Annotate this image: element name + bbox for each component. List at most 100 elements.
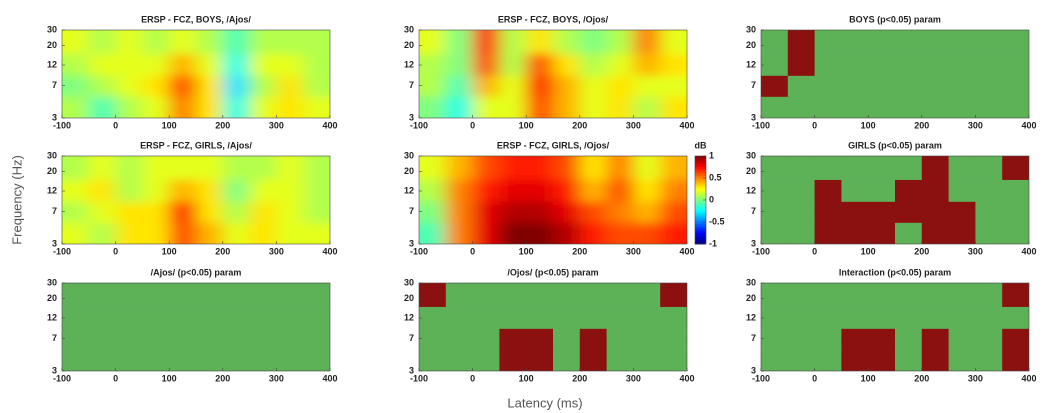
y-tick-label: 3 [409,365,414,375]
heatmap-cell [526,222,554,244]
heatmap-cell [606,349,634,371]
panel-title: BOYS (p<0.05) param [849,14,941,24]
heatmap-cell [660,306,687,329]
heatmap-cell [895,75,923,97]
x-tick-label: 0 [812,120,817,130]
colorbar-slice [695,162,706,166]
x-tick-label: 400 [1021,120,1036,130]
colorbar-slice [695,204,706,208]
y-tick-label: 12 [404,59,414,69]
heatmap-cell [579,328,608,350]
heatmap-cell [88,306,117,329]
heatmap-cell [761,306,789,329]
x-tick-label: 300 [626,246,641,256]
heatmap-cell [921,96,950,118]
cells [62,30,330,118]
heatmap-cell [553,328,581,350]
heatmap-cell [633,75,661,97]
heatmap-cell [88,96,117,118]
y-tick-label: 20 [746,40,756,50]
colorbar-tick-label: -1 [709,238,717,248]
x-tick-label: 0 [470,246,475,256]
colorbar-slice [695,202,706,205]
heatmap-cell [222,156,251,180]
x-tick-label: 300 [269,246,284,256]
heatmap-cell [553,75,581,97]
heatmap-cell [62,75,90,97]
x-tick-label: 400 [322,373,337,383]
y-tick-label: 20 [47,293,57,303]
heatmap-cell [579,306,608,329]
heatmap-cell [868,179,896,202]
heatmap-cell [196,179,224,202]
heatmap-cell [633,222,661,244]
heatmap-cell [787,222,816,244]
heatmap-cell [62,283,90,307]
heatmap-cell [841,306,869,329]
heatmap-cell [633,156,661,180]
heatmap-cell [142,306,170,329]
x-tick-label: -100 [53,373,71,383]
heatmap-cell [660,30,687,54]
heatmap-cell [553,349,581,371]
y-tick-label: 7 [751,333,756,343]
heatmap-cell [276,53,304,76]
heatmap-cell [948,179,976,202]
y-tick-label: 12 [746,185,756,195]
colorbar-slice [695,233,706,236]
heatmap-cell [222,306,251,329]
heatmap-cell [196,96,224,118]
y-tick-label: 3 [52,238,57,248]
heatmap-cell [814,53,842,76]
panel-title: Interaction (p<0.05) param [839,267,951,277]
x-tick-label: 200 [215,246,230,256]
heatmap-cell [169,349,197,371]
heatmap-cell [761,222,789,244]
heatmap-cell [419,96,447,118]
heatmap-cell [445,201,474,223]
heatmap-cell [579,283,608,307]
colorbar-slice [695,200,706,203]
heatmap-cell [814,179,842,202]
colorbar-slice [695,235,706,238]
heatmap-cell [472,349,500,371]
x-tick-label: 0 [812,373,817,383]
heatmap-cell [660,75,687,97]
heatmap-cell [841,96,869,118]
y-tick-label: 7 [751,80,756,90]
panel-title: ERSP - FCZ, BOYS, /Ojos/ [498,14,609,24]
heatmap-cell [88,201,117,223]
heatmap-cell [419,349,447,371]
heatmap-cell [169,30,197,54]
heatmap-cell [787,53,816,76]
heatmap-cell [472,328,500,350]
heatmap-cell [895,201,923,223]
heatmap-cell [249,30,277,54]
heatmap-cell [841,156,869,180]
heatmap-cell [526,283,554,307]
x-tick-label: 300 [968,373,983,383]
y-tick-label: 7 [52,333,57,343]
heatmap-cell [814,75,842,97]
heatmap-cell [472,306,500,329]
x-tick-label: 0 [113,246,118,256]
heatmap-cell [196,222,224,244]
x-tick-label: 200 [215,373,230,383]
heatmap-cell [787,30,816,54]
heatmap-cell [472,201,500,223]
heatmap-cell [761,53,789,76]
heatmap-cell [169,283,197,307]
panel-title: ERSP - FCZ, BOYS, /Ajos/ [141,14,251,24]
heatmap-cell [169,201,197,223]
x-tick-label: 200 [572,120,587,130]
heatmap-cell [761,283,789,307]
heatmap-cell [761,156,789,180]
colorbar-slice [695,237,706,241]
y-tick-label: 3 [751,238,756,248]
heatmap-cell [1002,75,1029,97]
x-tick-label: -100 [752,246,770,256]
heatmap-cell [303,349,330,371]
heatmap-cell [553,53,581,76]
heatmap-cell [606,53,634,76]
heatmap-cell [1002,96,1029,118]
